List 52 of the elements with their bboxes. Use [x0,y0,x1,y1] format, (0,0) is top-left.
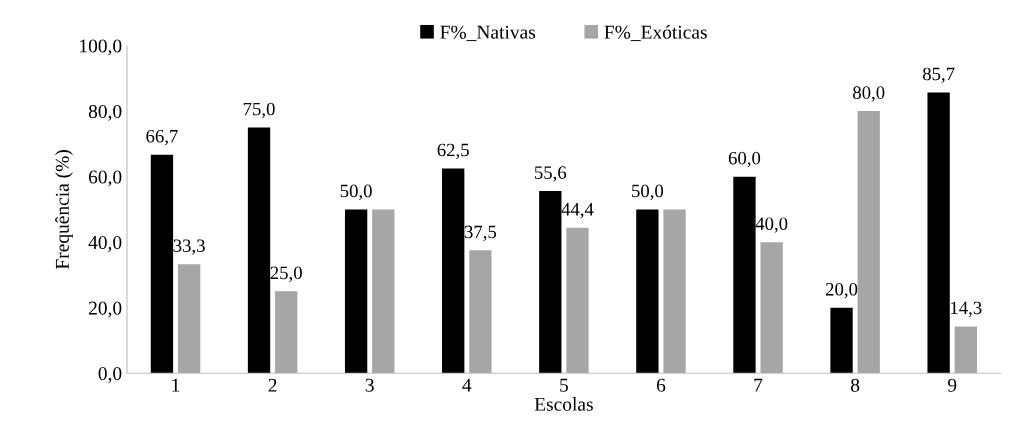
x-tick-label: 8 [851,378,860,392]
y-tick-label: 80,0 [88,104,122,121]
legend-label: F%_Nativas [440,25,536,42]
bar [177,264,201,374]
data-label: 62,5 [437,143,469,159]
bar [442,168,465,374]
bar [469,250,492,374]
bar [663,209,686,374]
bar [247,127,271,374]
x-tick-label: 3 [365,378,374,392]
bar [760,242,783,374]
bar [539,191,562,374]
bar [566,227,589,374]
y-axis-title: Frequência (%) [55,150,73,270]
data-label: 33,3 [173,239,205,255]
data-label: 80,0 [853,86,885,102]
data-label: 20,0 [825,282,858,299]
data-label: 55,6 [534,166,567,182]
x-tick-label: 2 [268,378,277,392]
x-axis-title: Escolas [534,397,593,411]
bar [733,176,756,374]
legend-label: F%_Exóticas [604,25,707,42]
x-tick-label: 5 [560,378,568,392]
data-label: 44,4 [561,203,594,219]
bar [372,209,395,374]
data-label: 37,5 [464,225,497,241]
x-tick-label: 9 [947,378,957,392]
data-label: 25,0 [270,266,302,282]
bar [927,92,950,374]
y-tick-label: 20,0 [88,301,122,318]
bar [954,326,977,374]
x-tick-label: 7 [754,378,763,392]
data-label: 50,0 [632,184,664,200]
y-tick-label: 40,0 [88,235,122,252]
data-label: 14,3 [951,301,982,317]
x-tick-label: 4 [462,378,472,392]
y-tick-label: 100,0 [80,39,122,56]
bar [344,209,368,374]
data-label: 85,7 [922,67,955,83]
y-tick-label: 60,0 [88,170,122,187]
bar [830,307,853,374]
x-tick-label: 6 [656,378,666,392]
bar [150,154,174,374]
y-tick-label: 0,0 [98,367,122,383]
x-tick-label: 1 [172,378,180,392]
bar [857,111,880,374]
bar [636,209,659,374]
data-label: 50,0 [340,184,372,200]
data-label: 60,0 [728,151,761,168]
data-label: 66,7 [146,129,178,146]
data-label: 75,0 [243,102,275,119]
bar [275,291,298,374]
